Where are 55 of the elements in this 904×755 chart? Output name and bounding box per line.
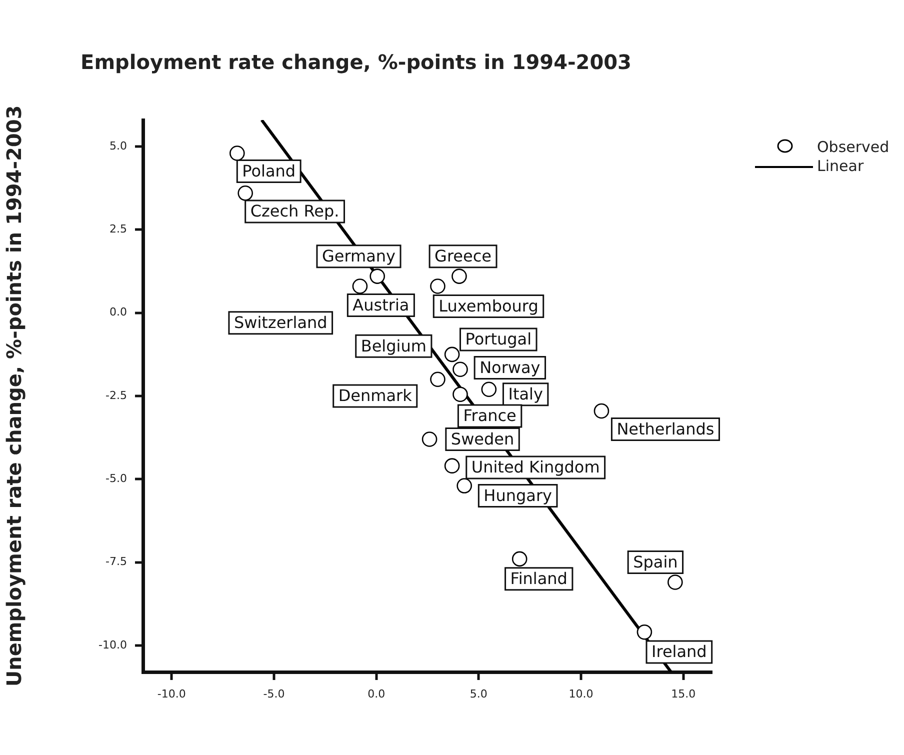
legend-label: Linear [817,156,864,175]
annotation: Sweden [450,429,514,448]
annotation: Switzerland [234,313,328,332]
annotation: United Kingdom [471,458,600,477]
annotation: Greece [434,246,492,266]
point [636,624,652,640]
annotation: France [463,406,516,426]
annotation: Germany [322,246,396,266]
point [456,478,472,494]
annotation: Austria [352,295,410,314]
point [422,432,438,447]
y-tick-label: 2.5 [110,222,127,236]
point [430,372,446,388]
point [370,268,386,284]
annotation: Belgium [360,336,426,356]
y-tick-label: -10.0 [98,638,127,652]
annotation: Italy [508,384,543,404]
annotation: Ireland [652,642,707,662]
x-tick-label: 10.0 [568,687,594,700]
x-tick-label: -5.0 [263,687,285,700]
annotation: Hungary [484,486,552,505]
chart-title: Employment rate change, %-points in 1994-2003 [80,50,632,74]
annotation: Norway [480,358,540,377]
y-axis-title: Unemployment rate change, %-points in 1994-2003 [2,105,26,687]
point [512,551,528,567]
annotation: Denmark [338,386,413,406]
x-tick-label: -10.0 [157,687,186,700]
x-tick-label: 0.0 [368,687,386,700]
y-tick-label: -7.5 [106,555,127,568]
annotation: Netherlands [616,419,714,438]
y-tick-label: 5.0 [110,139,127,152]
point [230,146,245,161]
annotation: Poland [242,161,296,180]
annotation: Luxembourg [438,296,538,316]
annotation: Spain [633,552,678,572]
point [452,362,468,378]
point [452,386,468,402]
point [352,278,368,294]
y-tick-label: -2.5 [106,388,127,402]
annotation: Portugal [465,330,532,349]
point [444,346,460,362]
y-tick-label: -5.0 [106,472,127,485]
point [594,403,610,419]
point [444,458,460,474]
point [668,574,683,590]
y-tick-label: 0.0 [110,306,127,319]
x-tick-label: 15.0 [671,687,696,700]
legend-label: Observed [817,138,890,156]
x-tick-label: 5.0 [470,687,488,700]
point [430,278,446,294]
annotation: Czech Rep. [250,202,340,221]
point [452,268,467,284]
point [238,186,253,201]
annotation: Finland [510,569,568,588]
point [481,382,497,397]
